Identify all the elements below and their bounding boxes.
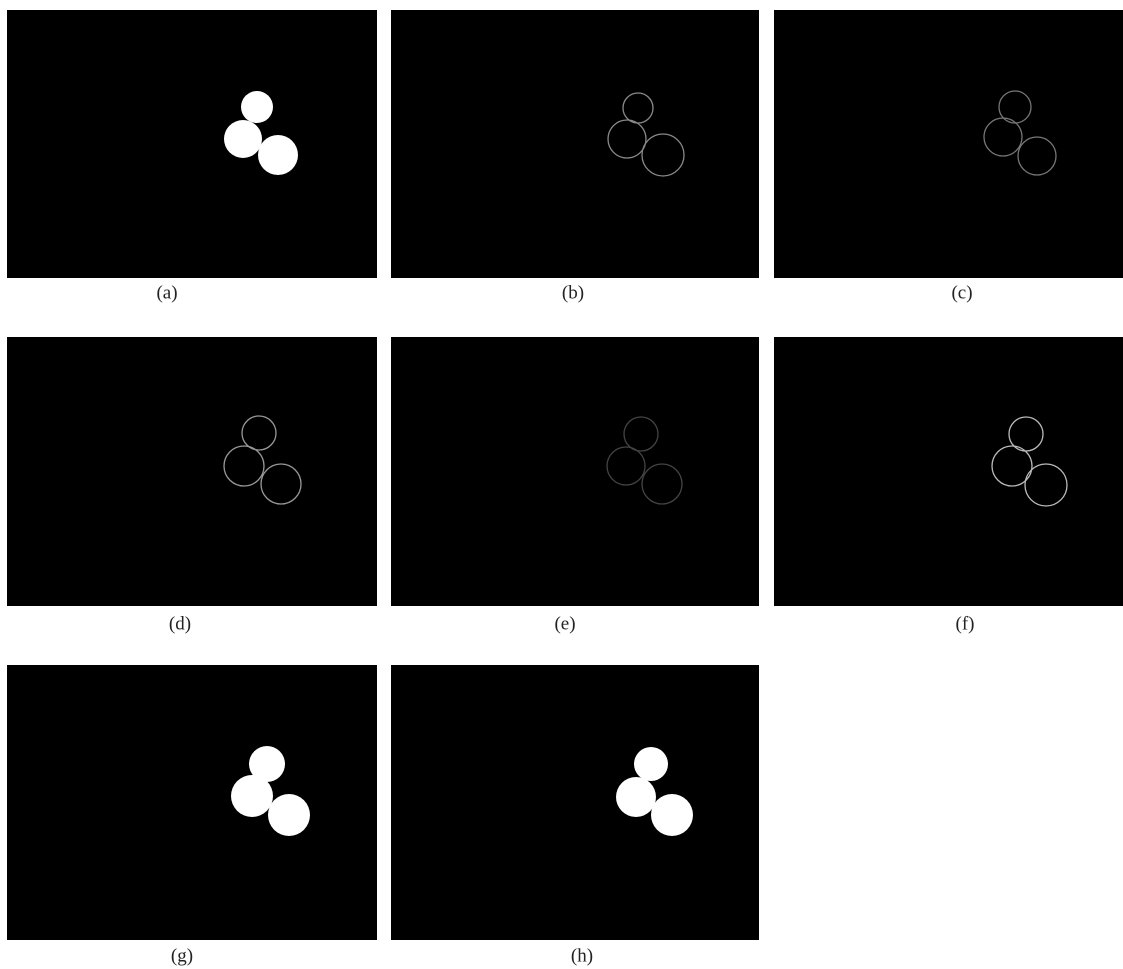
panel-label: (g): [171, 945, 193, 966]
panel-label: (h): [571, 945, 593, 966]
panel-image: [391, 665, 759, 940]
panel-label: (e): [554, 613, 575, 634]
panel-image: [774, 10, 1123, 278]
panel-image: [7, 665, 377, 940]
panel-label: (c): [951, 282, 972, 303]
panel-label: (a): [156, 282, 177, 303]
figure: (a) (b) (c) (d) (e) (f) (g) (h): [0, 0, 1123, 969]
panel-image: [391, 337, 759, 606]
panel-image: [774, 337, 1123, 606]
panel-label: (b): [562, 282, 584, 303]
panel-label: (d): [169, 613, 191, 634]
panel-image: [391, 10, 759, 278]
page: (a) (b) (c) (d) (e) (f) (g) (h) (() => {…: [0, 0, 1123, 969]
panel-image: [7, 337, 377, 606]
panel-label: (f): [956, 613, 975, 634]
panel-image: [7, 10, 377, 278]
